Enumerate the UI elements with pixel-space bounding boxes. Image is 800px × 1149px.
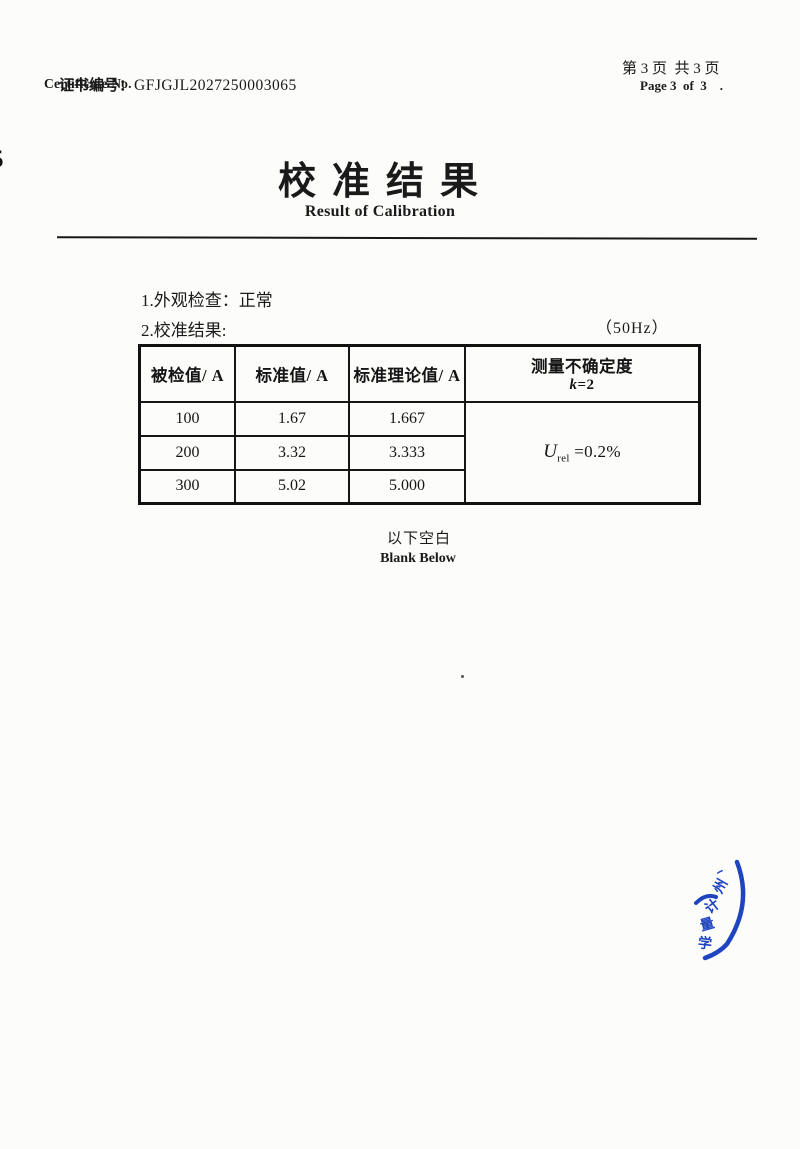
page-indicator-cn: 第 3 页 共 3 页 <box>622 61 720 77</box>
cell-standard-2: 3.32 <box>234 434 350 471</box>
col-header-uncertainty: 测量不确定度 k=2 <box>464 344 701 403</box>
calibration-results-table: 被检值/ A 标准值/ A 标准理论值/ A 测量不确定度 k=2 100 1.… <box>138 344 701 505</box>
k-equals: =2 <box>577 377 595 394</box>
cell-measured-3: 300 <box>138 468 236 505</box>
u-symbol: U <box>543 440 558 462</box>
blank-below-en: Blank Below <box>380 551 456 566</box>
table-header-row: 被检值/ A 标准值/ A 标准理论值/ A 测量不确定度 k=2 <box>138 344 701 403</box>
scan-edge-artifact: 5 <box>0 146 9 178</box>
uncertainty-header-line1: 测量不确定度 <box>531 357 633 377</box>
table-row: 300 5.02 5.000 <box>138 468 700 505</box>
table-row: 200 3.32 3.333 <box>138 434 700 471</box>
seal-char: 学 <box>697 936 713 953</box>
u-equals: =0.2% <box>569 441 621 461</box>
certificate-number-value: GFJGJL2027250003065 <box>134 77 297 94</box>
cell-standard-1: 1.67 <box>234 400 350 437</box>
frequency-note: （50Hz） <box>596 320 669 337</box>
certificate-number-label-en: Certificate No. <box>44 76 132 91</box>
col-header-standard: 标准值/ A <box>234 344 350 403</box>
page-title: 校准结果 <box>277 161 494 203</box>
table-row: 100 1.67 1.667 Urel =0.2% <box>138 400 701 505</box>
official-seal-partial: 丶 州 计 量 学 <box>683 846 763 971</box>
cell-standard-3: 5.02 <box>234 468 350 505</box>
k-symbol: k <box>569 377 578 394</box>
col-header-theoretical: 标准理论值/ A <box>348 344 466 403</box>
col-header-measured: 被检值/ A <box>138 344 236 403</box>
calibration-result-line: 2.校准结果: <box>141 321 227 340</box>
uncertainty-header-k: k=2 <box>466 377 698 394</box>
certificate-number-line: 证书编号：GFJGJL2027250003065 <box>44 57 297 112</box>
cell-theoretical-3: 5.000 <box>348 468 466 505</box>
u-subscript: rel <box>557 451 570 464</box>
certificate-number-label: 证书编号： <box>59 78 135 94</box>
cell-measured-1: 100 <box>138 400 236 437</box>
seal-arc <box>694 859 746 961</box>
page-indicator-en: Page 3 of 3 . <box>640 78 724 93</box>
cell-theoretical-1: 1.667 <box>348 400 466 437</box>
blank-below-cn: 以下空白 <box>386 531 451 547</box>
visual-inspection-line: 1.外观检查：正常 <box>141 291 273 310</box>
cell-theoretical-2: 3.333 <box>348 434 466 471</box>
scan-speck <box>461 675 464 678</box>
page-subtitle: Result of Calibration <box>304 203 456 220</box>
cell-uncertainty-value: Urel =0.2% <box>464 400 701 505</box>
title-divider <box>56 236 758 241</box>
cell-measured-2: 200 <box>138 434 236 471</box>
